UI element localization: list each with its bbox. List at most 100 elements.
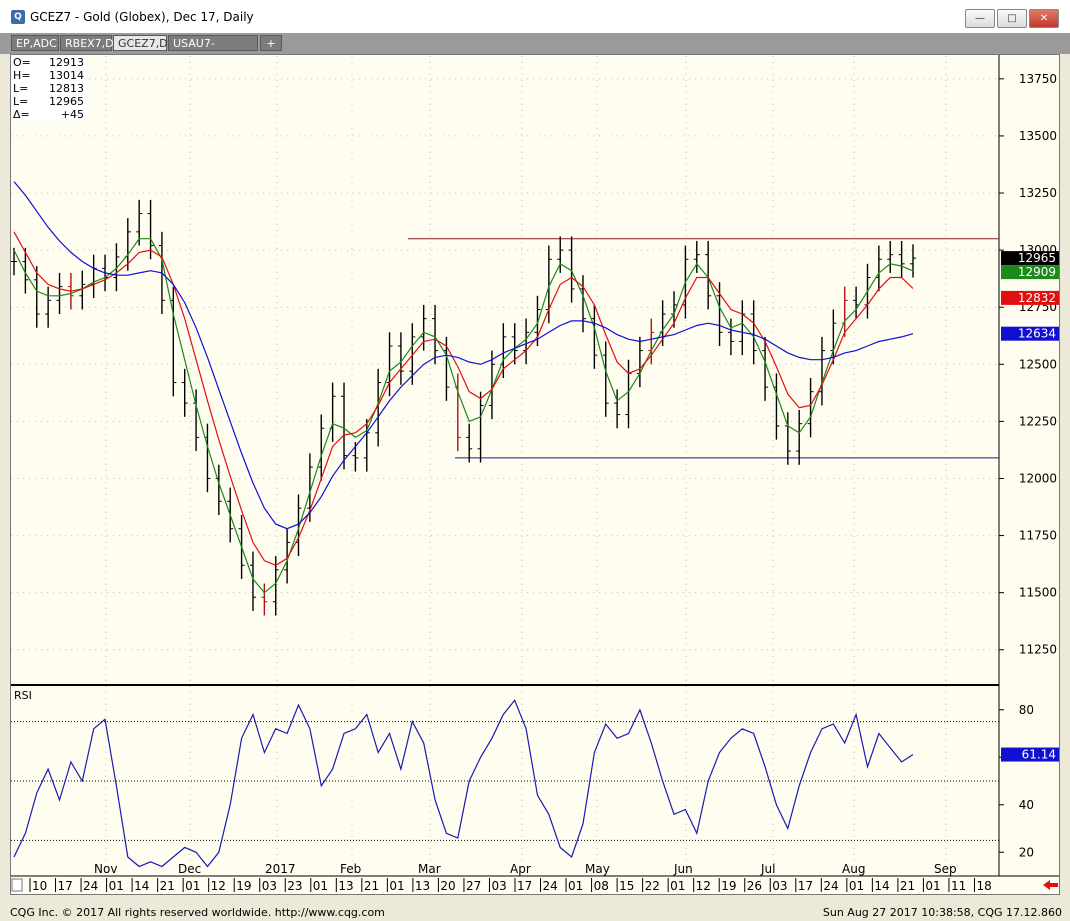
close-icon[interactable]: ✕	[1029, 9, 1059, 28]
price-badge-bg	[1001, 265, 1059, 280]
rsi-tick-label: 40	[1019, 798, 1034, 812]
price-axis: 1375013500132501300012750125001225012000…	[999, 72, 1057, 657]
month-tick-label: Feb	[340, 862, 361, 876]
support-resistance-lines	[408, 238, 999, 459]
ohlc-value: 12813	[49, 82, 84, 95]
price-badge-bg	[1001, 290, 1059, 305]
day-tick-label: 01	[185, 879, 200, 893]
tab-ep-adc[interactable]: EP,ADC	[11, 35, 59, 51]
month-tick-label: Mar	[418, 862, 441, 876]
month-tick-label: Sep	[934, 862, 957, 876]
time-axis: Nov Dec 2017 Feb Mar Apr May Jun Jul Aug Sep 10 17 24…	[11, 862, 992, 893]
rsi-badge-bg	[1001, 747, 1059, 762]
day-tick-label: 15	[619, 879, 634, 893]
timestamp-text: Sun Aug 27 2017 10:38:58, CQG 17.12.860	[822, 906, 1062, 919]
day-tick-label: 14	[134, 879, 149, 893]
month-tick-label: Dec	[178, 862, 201, 876]
copyright-text: CQG Inc. © 2017 All rights reserved worl…	[10, 906, 385, 919]
series-line-ma-fast	[13, 238, 914, 594]
month-tick-label: 2017	[265, 862, 296, 876]
maximize-icon[interactable]: □	[997, 9, 1027, 28]
day-tick-label: 10	[32, 879, 47, 893]
day-tick-label: 01	[849, 879, 864, 893]
day-tick-label: 21	[160, 879, 175, 893]
day-tick-label: 01	[109, 879, 124, 893]
ohlc-value: 13014	[49, 69, 84, 82]
ohlc-label: L=	[13, 95, 28, 108]
day-tick-label: 01	[670, 879, 685, 893]
day-tick-label: 08	[594, 879, 609, 893]
price-tick-label: 12250	[1019, 414, 1057, 428]
price-badge-value: 12909	[1018, 265, 1056, 279]
day-tick-label: 12	[211, 879, 226, 893]
day-tick-label: 13	[415, 879, 430, 893]
rsi-tick-label: 20	[1019, 845, 1034, 859]
day-tick-label: 22	[645, 879, 660, 893]
month-tick-label: May	[585, 862, 610, 876]
tab-gcez7[interactable]: GCEZ7,D	[113, 35, 168, 51]
price-tick-label: 11750	[1019, 529, 1057, 543]
day-tick-label: 03	[491, 879, 506, 893]
day-tick-label: 03	[262, 879, 277, 893]
day-tick-label: 01	[925, 879, 940, 893]
minimize-icon[interactable]: —	[965, 9, 995, 28]
month-tick-label: Jun	[673, 862, 693, 876]
ohlc-label: O=	[13, 56, 31, 69]
day-tick-label: 23	[287, 879, 302, 893]
month-tick-label: Nov	[94, 862, 117, 876]
rsi-axis: 80604020	[999, 703, 1034, 859]
ohlc-value: 12965	[49, 95, 84, 108]
scroll-back-arrow-icon[interactable]	[1043, 880, 1058, 890]
ohlc-value: +45	[61, 108, 84, 121]
day-tick-label: 24	[83, 879, 98, 893]
day-tick-label: 12	[696, 879, 711, 893]
price-badge-value: 12832	[1018, 291, 1056, 305]
price-tick-label: 13250	[1019, 186, 1057, 200]
day-tick-label: 26	[747, 879, 762, 893]
day-tick-label: 27	[466, 879, 481, 893]
rsi-label: RSI	[14, 689, 32, 702]
day-tick-label: 21	[364, 879, 379, 893]
tab-rbex7[interactable]: RBEX7,D	[60, 35, 114, 51]
day-tick-label: 17	[58, 879, 73, 893]
day-tick-label: 17	[517, 879, 532, 893]
price-tick-label: 11500	[1019, 586, 1057, 600]
price-badge-value: 12965	[1018, 251, 1056, 265]
window-title: GCEZ7 - Gold (Globex), Dec 17, Daily	[30, 10, 254, 24]
chart-grid	[11, 55, 1059, 877]
day-tick-label: 21	[900, 879, 915, 893]
day-tick-label: 18	[976, 879, 991, 893]
price-tick-label: 11250	[1019, 643, 1057, 657]
month-tick-label: Aug	[842, 862, 865, 876]
month-tick-label: Jul	[760, 862, 775, 876]
price-badge-bg	[1001, 326, 1059, 341]
day-tick-label: 11	[951, 879, 966, 893]
ohlc-label: L=	[13, 82, 28, 95]
month-tick-label: Apr	[510, 862, 531, 876]
add-tab-button[interactable]: +	[260, 35, 282, 51]
ohlc-label: Δ=	[13, 108, 30, 121]
app-icon[interactable]: Q	[11, 10, 25, 24]
ohlc-value: 12913	[49, 56, 84, 69]
day-tick-label: 19	[721, 879, 736, 893]
rsi-tick-label: 80	[1019, 703, 1034, 717]
day-tick-label: 24	[543, 879, 558, 893]
rsi-badge-value: 61.14	[1022, 748, 1056, 762]
chart-frame	[10, 54, 1060, 895]
day-tick-label: 13	[338, 879, 353, 893]
ohlc-readout-bg	[11, 56, 87, 120]
day-tick-label: 17	[798, 879, 813, 893]
price-badge-bg	[1001, 251, 1059, 266]
ohlc-readout: O= 12913 H= 13014 L= 12813 L= 12965 Δ= +45	[11, 56, 87, 121]
rsi-line	[13, 699, 914, 868]
window-title-bar: Q GCEZ7 - Gold (Globex), Dec 17, Daily —…	[0, 0, 1070, 34]
day-tick-label: 19	[236, 879, 251, 893]
day-tick-label: 03	[772, 879, 787, 893]
price-tick-label: 13750	[1019, 72, 1057, 86]
series-line-ma-slow	[13, 181, 914, 530]
time-scroll-box	[11, 878, 23, 892]
ohlc-label: H=	[13, 69, 31, 82]
price-badge-value: 12634	[1018, 327, 1056, 341]
